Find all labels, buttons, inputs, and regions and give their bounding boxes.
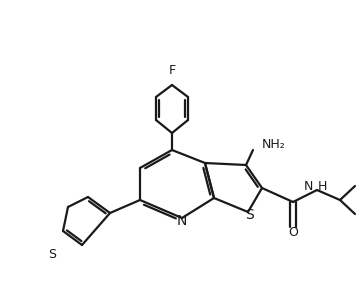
Text: NH₂: NH₂ [262, 139, 286, 152]
Text: F: F [168, 65, 176, 78]
Text: O: O [288, 226, 298, 239]
Text: S: S [246, 208, 254, 222]
Text: H: H [318, 181, 327, 194]
Text: N: N [177, 214, 187, 228]
Text: N: N [304, 181, 313, 194]
Text: S: S [48, 249, 56, 262]
